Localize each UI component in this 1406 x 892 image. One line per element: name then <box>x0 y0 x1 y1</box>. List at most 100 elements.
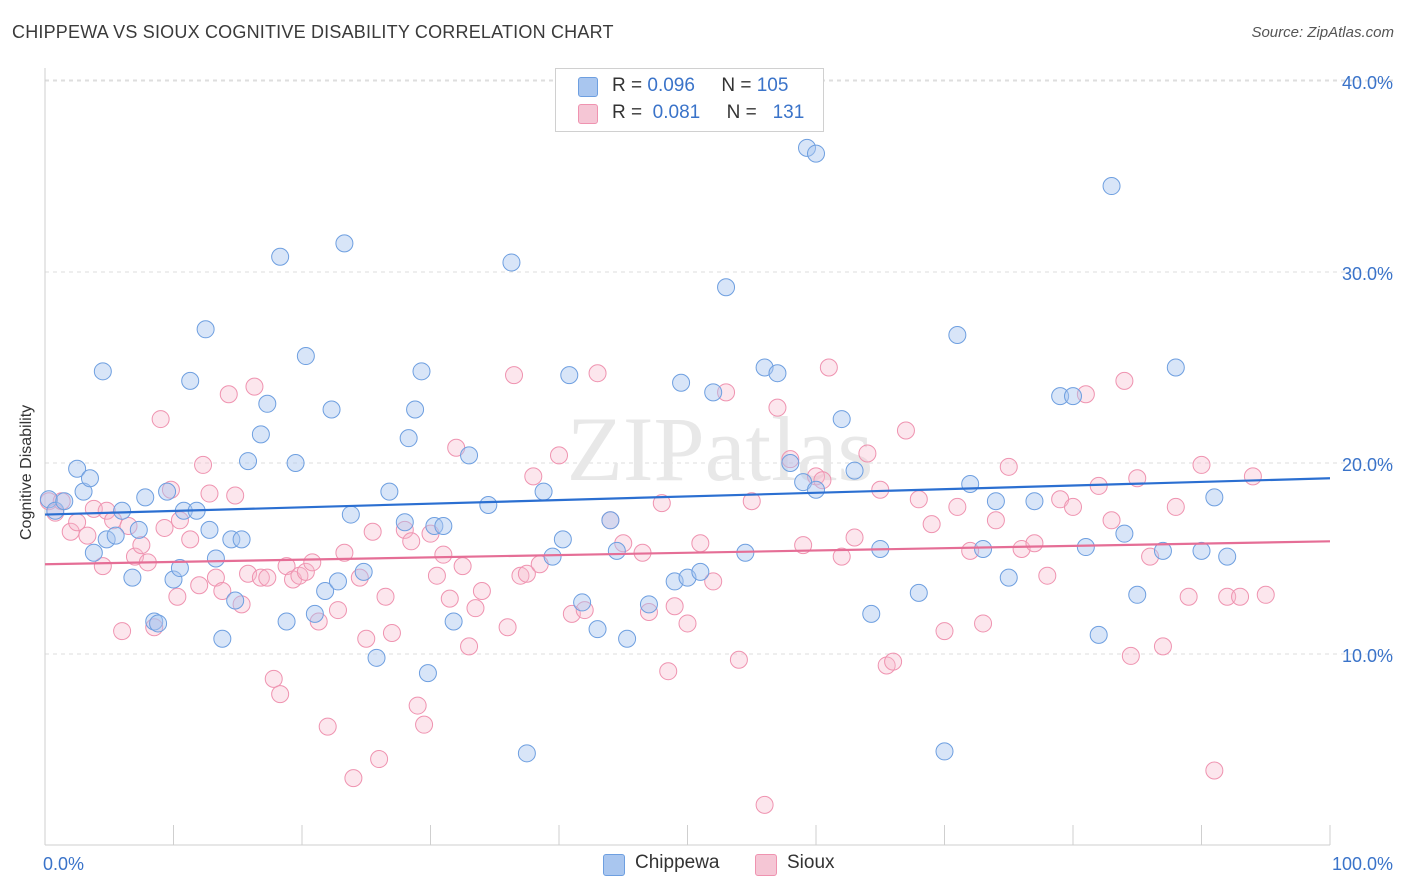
sioux-point <box>271 685 290 704</box>
sioux-point <box>896 421 915 440</box>
chippewa-point <box>322 400 341 419</box>
chippewa-point <box>588 620 607 639</box>
chippewa-point <box>200 520 219 539</box>
sioux-point <box>909 490 928 509</box>
sioux-point <box>1153 637 1172 656</box>
chippewa-point <box>601 511 620 530</box>
sioux-point <box>794 536 813 555</box>
sioux-point <box>466 599 485 618</box>
chippewa-point <box>1115 524 1134 543</box>
chippewa-point <box>106 526 125 545</box>
sioux-point <box>704 572 723 591</box>
chippewa-point <box>196 320 215 339</box>
sioux-point <box>986 511 1005 530</box>
sioux-point <box>511 566 530 585</box>
chippewa-point <box>1102 177 1121 196</box>
chippewa-point <box>239 452 258 471</box>
sioux-point <box>922 515 941 534</box>
sioux-point <box>717 383 736 402</box>
chippewa-point <box>460 446 479 465</box>
chippewa-point <box>68 459 87 478</box>
chippewa-point <box>354 562 373 581</box>
sioux-point <box>61 522 80 541</box>
sioux-point <box>755 795 774 814</box>
sioux-point <box>328 601 347 620</box>
chippewa-point <box>704 383 723 402</box>
sioux-point <box>434 545 453 564</box>
chippewa-point <box>717 278 736 297</box>
sioux-point <box>395 520 414 539</box>
chippewa-point <box>213 629 232 648</box>
chippewa-point <box>691 562 710 581</box>
sioux-trend-line <box>44 540 1331 566</box>
sioux-point <box>415 715 434 734</box>
chippewa-point <box>80 469 99 488</box>
sioux-point <box>1166 497 1185 516</box>
sioux-point <box>213 581 232 600</box>
sioux-point <box>226 486 245 505</box>
sioux-point <box>370 750 389 769</box>
sioux-point <box>999 457 1018 476</box>
sioux-point <box>1179 587 1198 606</box>
chippewa-point <box>412 362 431 381</box>
sioux-point <box>363 522 382 541</box>
legend-r-label: R = <box>612 102 643 123</box>
chippewa-point <box>164 570 183 589</box>
sioux-swatch <box>578 104 598 124</box>
axes <box>44 68 1331 846</box>
y-tick-label: 40.0% <box>1342 73 1393 93</box>
sioux-point <box>113 622 132 641</box>
sioux-point <box>505 366 524 385</box>
y-tick-label: 30.0% <box>1342 264 1393 284</box>
legend-n-label: N = <box>726 102 757 123</box>
chippewa-point <box>543 547 562 566</box>
chippewa-point <box>93 362 112 381</box>
sioux-point <box>303 553 322 572</box>
sioux-point <box>132 536 151 555</box>
sioux-point <box>832 547 851 566</box>
bottom-legend-chippewa-label: Chippewa <box>635 852 720 873</box>
chippewa-point <box>534 482 553 501</box>
chippewa-point <box>434 517 453 536</box>
sioux-point <box>652 494 671 513</box>
sioux-point <box>813 471 832 490</box>
chippewa-point <box>798 138 817 157</box>
chippewa-point <box>781 454 800 472</box>
sioux-point <box>251 568 270 587</box>
chippewa-point <box>123 568 142 587</box>
chippewa-point <box>607 541 626 560</box>
chippewa-point <box>845 461 864 480</box>
chippewa-point <box>206 549 225 568</box>
sioux-points <box>39 358 1275 814</box>
sioux-point <box>659 662 678 681</box>
chippewa-point <box>444 612 463 631</box>
x-tick-label: 0.0% <box>43 854 84 874</box>
sioux-point <box>1115 371 1134 390</box>
chippewa-point <box>832 410 851 429</box>
chippewa-point <box>1153 541 1172 560</box>
sioux-point <box>119 517 138 536</box>
chippewa-point <box>84 543 103 562</box>
chippewa-point <box>271 247 290 266</box>
chippewa-point <box>909 583 928 602</box>
sioux-point <box>935 622 954 641</box>
chippewa-point <box>560 366 579 385</box>
chippewa-point <box>113 501 132 520</box>
chippewa-point <box>418 664 437 683</box>
sioux-point <box>200 484 219 503</box>
sioux-point <box>884 652 903 671</box>
sioux-point <box>335 543 354 562</box>
chippewa-point <box>251 425 270 444</box>
chippewa-point <box>639 595 658 614</box>
y-axis-label: Cognitive Disability <box>18 404 35 540</box>
sioux-point <box>1192 455 1211 474</box>
chippewa-point <box>286 454 305 472</box>
chippewa-point <box>1089 625 1108 644</box>
sioux-point <box>524 467 543 486</box>
sioux-point <box>318 717 337 736</box>
sioux-point <box>1256 585 1275 604</box>
sioux-point <box>588 364 607 383</box>
sioux-point <box>382 623 401 642</box>
chart-title: CHIPPEWA VS SIOUX COGNITIVE DISABILITY C… <box>12 22 614 42</box>
sioux-swatch <box>755 854 777 876</box>
